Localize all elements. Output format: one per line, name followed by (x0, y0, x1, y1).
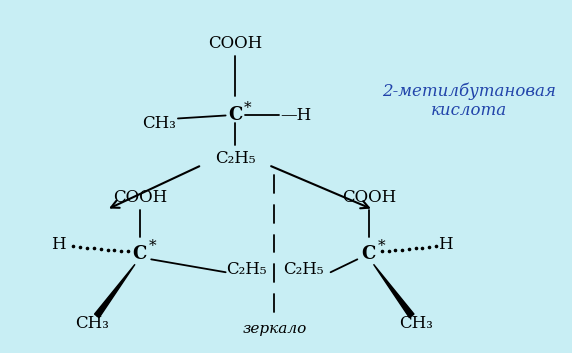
Text: H: H (51, 236, 66, 253)
Text: —H: —H (280, 107, 311, 124)
Polygon shape (94, 264, 135, 318)
Text: *: * (378, 239, 385, 253)
Text: C₂H₅: C₂H₅ (215, 150, 256, 167)
Text: *: * (244, 101, 252, 114)
Text: COOH: COOH (341, 189, 396, 207)
Text: H: H (438, 236, 452, 253)
Text: *: * (148, 239, 156, 253)
Text: зеркало: зеркало (242, 322, 307, 336)
Text: C: C (228, 107, 243, 125)
Text: CH₃: CH₃ (400, 315, 434, 332)
Polygon shape (374, 264, 414, 318)
Text: C: C (133, 245, 147, 263)
Text: C: C (362, 245, 376, 263)
Text: CH₃: CH₃ (142, 115, 176, 132)
Text: CH₃: CH₃ (75, 315, 109, 332)
Text: C₂H₅: C₂H₅ (225, 261, 266, 278)
Text: 2-метилбутановая
кислота: 2-метилбутановая кислота (382, 82, 556, 119)
Text: C₂H₅: C₂H₅ (283, 261, 323, 278)
Text: COOH: COOH (113, 189, 167, 207)
Text: COOH: COOH (208, 35, 263, 52)
